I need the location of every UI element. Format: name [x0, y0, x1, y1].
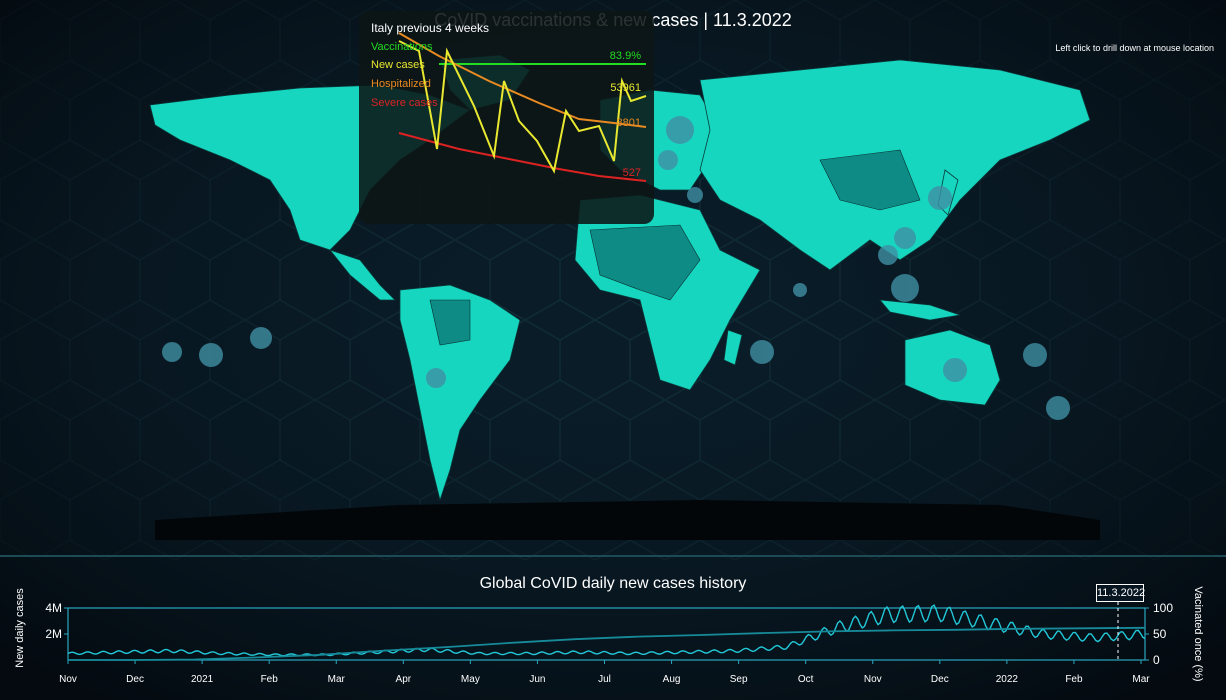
vaccinations-value: 83.9% — [610, 50, 641, 62]
y-tick-label-left: 2M — [45, 627, 62, 641]
severe-value: 527 — [623, 167, 641, 179]
y-tick-label-left: 4M — [45, 601, 62, 615]
x-tick-label: Apr — [396, 674, 412, 685]
x-tick-label: Jun — [529, 674, 545, 685]
drill-down-hint: Left click to drill down at mouse locati… — [1055, 43, 1214, 53]
y-tick-label-right: 0 — [1153, 653, 1160, 667]
x-tick-label: Dec — [931, 674, 949, 685]
history-ylabel-left: New daily cases — [14, 588, 26, 668]
south-america-region — [399, 284, 521, 502]
x-tick-label: Nov — [59, 674, 77, 685]
tooltip-chart: 83.9% 53961 8801 527 — [398, 32, 647, 182]
x-tick-label: 2021 — [191, 674, 214, 685]
new-cases-line — [398, 40, 647, 174]
new-cases-value: 53961 — [610, 82, 641, 94]
x-tick-label: Oct — [798, 674, 814, 685]
x-tick-label: Mar — [328, 674, 346, 685]
x-tick-label: May — [461, 674, 480, 685]
new-daily-cases-line — [67, 604, 1146, 657]
vaccinated-once-line — [68, 626, 1146, 661]
severe-line — [398, 132, 647, 182]
y-tick-label-right: 100 — [1153, 601, 1173, 615]
country-tooltip: 83.9% 53961 8801 527 Italy previous 4 we… — [359, 11, 654, 224]
legend-new-cases: New cases — [371, 59, 425, 71]
date-badge: 11.3.2022 — [1096, 584, 1145, 602]
x-tick-label: Feb — [1065, 674, 1083, 685]
x-tick-label: 2022 — [996, 674, 1019, 685]
x-tick-label: Jul — [598, 674, 611, 685]
tooltip-title: Italy previous 4 weeks — [371, 21, 490, 35]
history-chart[interactable]: 2M 4M 0 50 100 Nov Dec 2021 Feb Mar Apr May Jun Jul Au… — [0, 590, 1226, 700]
x-tick-label: Aug — [663, 674, 681, 685]
central-america-region — [328, 249, 396, 301]
x-tick-label: Sep — [730, 674, 748, 685]
legend-severe: Severe cases — [371, 97, 438, 109]
x-tick-label: Mar — [1132, 674, 1150, 685]
y-tick-label-right: 50 — [1153, 627, 1167, 641]
hospitalized-value: 8801 — [617, 117, 641, 129]
x-tick-label: Dec — [126, 674, 144, 685]
legend-vaccinations: Vaccinations — [371, 41, 433, 53]
legend-hospitalized: Hospitalized — [371, 78, 431, 90]
x-tick-label: Nov — [864, 674, 882, 685]
x-tick-label: Feb — [261, 674, 279, 685]
hospitalized-line — [398, 32, 647, 128]
history-ylabel-right: Vacinated once (%) — [1192, 586, 1204, 682]
history-chart-title: Global CoVID daily new cases history — [479, 575, 747, 592]
antarctica-region — [155, 500, 1100, 540]
